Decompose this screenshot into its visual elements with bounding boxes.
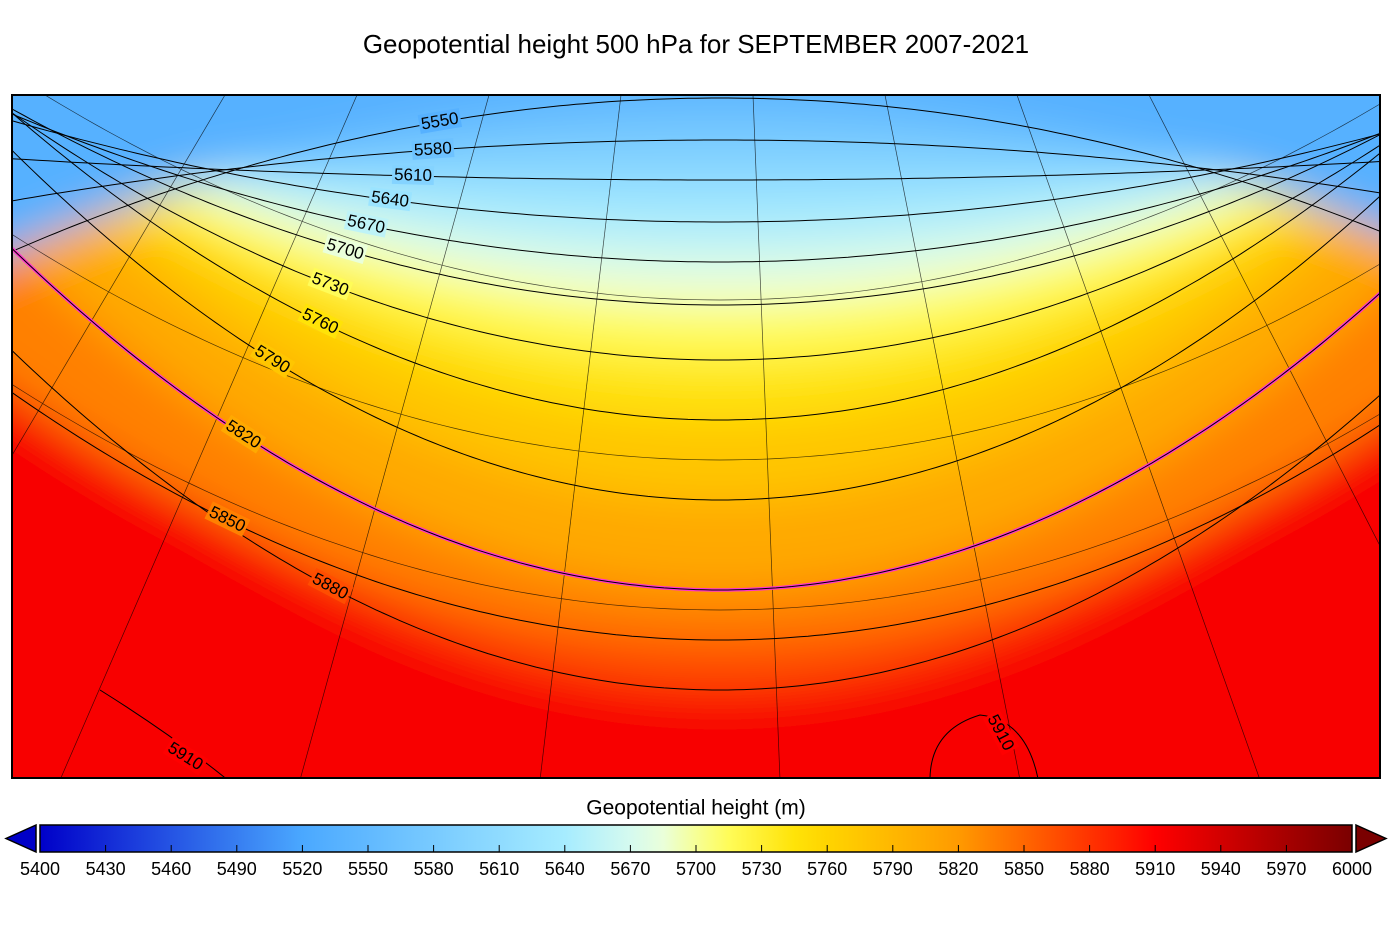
colorbar-tick-label: 5490 <box>217 859 257 879</box>
map-area: 5550558056105640567057005730576057905820… <box>12 95 1380 778</box>
contour-line <box>12 158 1380 181</box>
meridian <box>12 95 226 456</box>
field-band <box>12 95 1380 252</box>
contour-line <box>12 112 1380 421</box>
label-halo <box>343 210 389 238</box>
colorbar-tick-label: 5430 <box>86 859 126 879</box>
colorbar-tick-label: 6000 <box>1332 859 1372 879</box>
label-halo <box>368 186 413 212</box>
meridian <box>60 95 358 778</box>
colorbar-tick-label: 5400 <box>20 859 60 879</box>
label-halo <box>307 567 354 605</box>
colorbar-tick-label: 5640 <box>545 859 585 879</box>
colorbar-tick-label: 5850 <box>1004 859 1044 879</box>
contour-label: 5610 <box>394 165 432 185</box>
colorbar-tick-label: 5670 <box>610 859 650 879</box>
contour-line <box>12 108 1380 306</box>
contour-line <box>12 120 1380 223</box>
label-halo <box>162 736 209 776</box>
label-halo <box>204 501 251 537</box>
label-halo <box>297 303 344 339</box>
colorbar-tick-label: 5700 <box>676 859 716 879</box>
parallel <box>12 383 1380 611</box>
label-halo <box>411 138 455 160</box>
colorbar-extend-high <box>1355 823 1388 854</box>
label-halo <box>249 339 296 379</box>
colorbar-label: Geopotential height (m) <box>586 797 805 820</box>
label-halo <box>220 414 267 454</box>
contour-line <box>12 113 1380 263</box>
colorbar-tick-label: 5460 <box>151 859 191 879</box>
colorbar-tick-label: 5520 <box>282 859 322 879</box>
colorbar-tick-label: 5970 <box>1266 859 1306 879</box>
contour-line <box>12 139 1380 202</box>
meridian <box>539 95 622 778</box>
label-halo <box>982 709 1020 756</box>
contour-label: 5640 <box>370 187 410 211</box>
contour-line <box>929 714 1039 778</box>
colorbar-extend-low <box>4 823 37 854</box>
label-halo <box>322 234 369 265</box>
label-halo <box>417 108 463 134</box>
colorbar-tick-label: 5550 <box>348 859 388 879</box>
meridian <box>1016 95 1260 778</box>
label-halo <box>307 267 354 301</box>
colorbar-tick-label: 5580 <box>414 859 454 879</box>
title: Geopotential height 500 hPa for SEPTEMBE… <box>363 29 1029 59</box>
meridian <box>1148 95 1380 547</box>
map-frame <box>11 94 1381 779</box>
parallel <box>44 95 1380 301</box>
colorbar-tick-label: 5820 <box>938 859 978 879</box>
contour-line <box>12 149 1380 501</box>
contour-label: 5580 <box>413 138 452 160</box>
contour-line <box>12 97 1380 252</box>
meridian <box>884 95 1020 778</box>
label-halo <box>391 164 435 186</box>
colorbar-tick-label: 5880 <box>1070 859 1110 879</box>
colorbar-tick-label: 5910 <box>1135 859 1175 879</box>
meridian <box>300 95 490 778</box>
parallel <box>12 233 1380 461</box>
contour-line <box>12 112 1380 361</box>
colorbar-tick-label: 5730 <box>742 859 782 879</box>
meridian <box>752 95 781 778</box>
colorbar-tick-label: 5610 <box>479 859 519 879</box>
colorbar-tick-label: 5790 <box>873 859 913 879</box>
colorbar-tick-label: 5940 <box>1201 859 1241 879</box>
colorbar-tick-label: 5760 <box>807 859 847 879</box>
